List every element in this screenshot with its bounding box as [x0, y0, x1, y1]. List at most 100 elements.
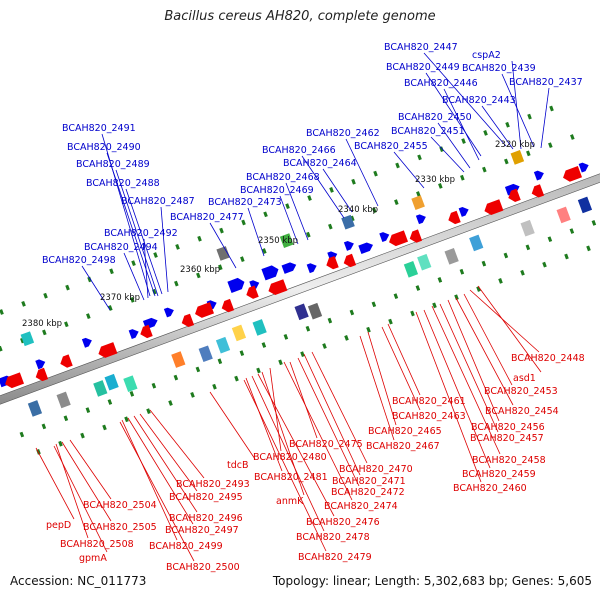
top-gene-label: BCAH820_2487 [121, 196, 195, 207]
figure-title: Bacillus cereus AH820, complete genome [164, 9, 436, 24]
track-dot [547, 236, 553, 243]
genome-backbone [0, 173, 600, 405]
scale-tick-label: 2340 kbp [338, 205, 378, 215]
top-label-leader [393, 151, 425, 189]
bottom-gene-label: asd1 [513, 373, 536, 384]
track-dot [21, 300, 26, 307]
track-dot [459, 268, 465, 275]
reverse-gene-arrow [60, 354, 73, 368]
track-dot [19, 431, 25, 438]
track-dot [328, 223, 333, 230]
track-dot [300, 351, 305, 358]
tick-labels: 2320 kbp 2330 kbp 2340 kbp 2350 kbp 2360 kbp… [22, 140, 535, 329]
top-gene-label: BCAH820_2477 [170, 212, 244, 223]
track-dot [80, 432, 85, 439]
top-label-leader [425, 72, 482, 157]
bottom-gene-label: BCAH820_2453 [484, 386, 558, 397]
feature-block [307, 302, 323, 320]
feature-block [171, 351, 186, 368]
bottom-gene-label: anmK [276, 496, 304, 507]
top-gene-label: BCAH820_2490 [67, 142, 141, 153]
forward-gene-arrow [379, 232, 390, 242]
reverse-gene-arrow [448, 210, 461, 225]
bottom-label-leader [257, 373, 335, 517]
track-dot [520, 269, 525, 276]
forward-gene-arrow [306, 263, 317, 274]
scale-tick-label: 2370 kbp [100, 293, 140, 303]
track-dot [153, 252, 158, 258]
track-dot [65, 284, 70, 291]
label-leader-lines [35, 52, 550, 562]
feature-block [27, 400, 43, 417]
bottom-label-leader [381, 326, 421, 411]
bottom-label-leader [431, 305, 501, 455]
feature-block [444, 248, 459, 265]
bottom-label-leader [127, 417, 194, 525]
track-dot [505, 121, 510, 128]
track-dot [373, 170, 378, 177]
track-dot [438, 183, 443, 189]
bottom-gene-label: BCAH820_2471 [332, 476, 406, 487]
feature-tracks [0, 105, 600, 455]
top-gene-label: BCAH820_2462 [306, 128, 380, 139]
top-gene-label: BCAH820_2473 [208, 197, 282, 208]
bottom-label-leader [477, 285, 542, 373]
bottom-gene-label: tdcB [227, 460, 249, 471]
bottom-label-leader [447, 299, 500, 422]
track-dot [285, 203, 290, 210]
track-dot [372, 207, 377, 214]
top-gene-label: BCAH820_2443 [442, 95, 516, 106]
top-label-leader [430, 136, 465, 173]
bottom-gene-label: BCAH820_2493 [176, 479, 250, 490]
scale-tick-label: 2350 kbp [258, 236, 298, 246]
track-dot [0, 309, 4, 315]
bottom-label-leader [423, 309, 491, 469]
track-dot [0, 345, 3, 352]
track-dot [108, 305, 113, 311]
track-dot [395, 162, 400, 169]
top-gene-label: BCAH820_2494 [84, 242, 158, 253]
bottom-gene-label: BCAH820_2463 [392, 411, 466, 422]
top-gene-label: BCAH820_2492 [104, 228, 178, 239]
feature-block [469, 234, 484, 252]
forward-gene-arrow [343, 240, 354, 251]
track-dot [239, 350, 245, 357]
reverse-gene-arrow [221, 298, 235, 313]
forward-gene-arrow [504, 183, 520, 196]
track-dot [526, 150, 531, 157]
reverse-gene-arrow [563, 165, 583, 182]
top-label-leader [481, 105, 514, 150]
bottom-gene-label: BCAH820_2479 [298, 552, 372, 563]
track-dot [58, 440, 63, 447]
top-gene-label: BCAH820_2464 [283, 158, 357, 169]
scale-tick-label: 2380 kbp [22, 319, 62, 329]
top-label-leader [285, 182, 309, 241]
bottom-gene-label: BCAH820_2481 [254, 472, 328, 483]
forward-gene-arrow [227, 277, 245, 293]
bottom-label-leader [297, 357, 360, 487]
track-dot [527, 113, 532, 120]
forward-gene-arrow [415, 214, 426, 225]
top-label-leader [345, 138, 379, 207]
top-gene-label: BCAH820_2449 [386, 62, 460, 73]
top-label-leader [209, 222, 237, 269]
track-dot [542, 261, 547, 268]
track-dot [548, 142, 553, 149]
track-dot [394, 199, 399, 206]
bottom-gene-label: gpmA [79, 553, 107, 564]
reverse-gene-arrow [98, 342, 118, 358]
bottom-gene-label: BCAH820_2458 [472, 455, 546, 466]
track-dot [454, 294, 459, 301]
top-label-leader [160, 206, 169, 293]
track-dot [42, 329, 47, 336]
scale-tick-label: 2320 kbp [495, 140, 535, 150]
track-dot [129, 390, 135, 397]
track-dot [329, 187, 334, 193]
top-label-leader [123, 252, 145, 301]
top-label-leader [143, 238, 149, 299]
bottom-gene-label: BCAH820_2476 [306, 517, 380, 528]
track-dot [351, 178, 356, 185]
track-dot [107, 399, 113, 405]
bottom-label-leader [121, 419, 178, 541]
